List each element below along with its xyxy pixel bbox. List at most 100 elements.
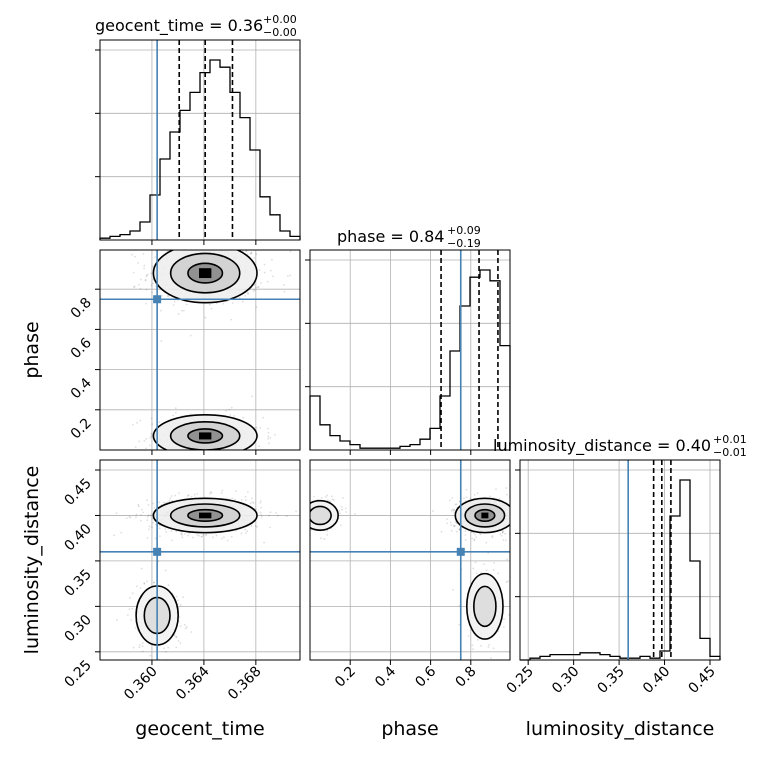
sample-point <box>142 511 144 514</box>
sample-point <box>501 531 504 533</box>
xtick-label-luminosity_distance-2: 0.35 <box>595 664 628 697</box>
sample-point <box>179 642 182 644</box>
sample-point <box>158 527 161 530</box>
sample-point <box>515 520 517 522</box>
hist-panel-luminosity_distance: 0.25 0.30 0.35 0.40 0.45 <box>504 459 721 697</box>
sample-point <box>132 271 135 274</box>
sample-point <box>289 274 292 277</box>
sample-point <box>173 300 176 303</box>
title-geocent-time: geocent_time = 0.36 <box>95 16 263 36</box>
sample-point <box>183 623 186 626</box>
sample-point <box>221 489 224 492</box>
sample-point <box>242 416 245 419</box>
sample-point <box>297 523 299 525</box>
sample-point <box>472 648 475 651</box>
contour-line <box>169 252 241 294</box>
sample-point <box>240 498 243 501</box>
sample-point <box>175 636 177 639</box>
sample-point <box>458 528 461 531</box>
sample-point <box>138 440 141 443</box>
sample-point <box>323 538 326 540</box>
sample-point <box>267 437 270 440</box>
sample-point <box>467 635 470 637</box>
sample-point <box>128 515 131 518</box>
ytick-label-luminosity_distance-1: 0.30 <box>61 612 94 645</box>
density-level <box>310 506 332 525</box>
sample-point <box>230 406 233 409</box>
sample-point <box>231 456 233 458</box>
sample-point <box>246 253 249 256</box>
sample-point <box>515 512 517 514</box>
sample-point <box>344 507 347 510</box>
sample-point <box>182 309 185 312</box>
sample-point <box>165 651 167 653</box>
sample-point <box>473 539 476 542</box>
sample-point <box>214 454 216 456</box>
ytick-label-phase-1: 0.4 <box>68 375 95 402</box>
sample-point <box>332 499 335 501</box>
sample-point <box>340 524 342 527</box>
sample-point <box>501 532 504 534</box>
sample-point <box>440 530 443 533</box>
sample-point <box>247 292 250 295</box>
sample-point <box>267 427 269 430</box>
sample-point <box>174 494 177 497</box>
sample-point <box>113 534 115 537</box>
sample-point <box>516 505 518 507</box>
xtick-label-luminosity_distance-3: 0.40 <box>640 664 673 697</box>
sample-point <box>340 505 343 508</box>
sample-point <box>165 501 168 504</box>
sample-point <box>432 510 434 512</box>
sample-point <box>454 521 457 524</box>
sample-point <box>511 518 513 520</box>
sample-point <box>134 627 137 629</box>
sample-point <box>307 531 309 533</box>
sample-point <box>137 505 140 508</box>
sample-point <box>263 263 266 266</box>
sample-point <box>146 519 149 522</box>
sample-point <box>224 453 226 455</box>
sample-point <box>172 304 175 306</box>
sample-point <box>326 530 329 532</box>
sample-point <box>283 290 286 293</box>
xlabel-luminosity-distance: luminosity_distance <box>526 718 715 740</box>
sample-point <box>164 528 167 531</box>
sample-point <box>523 504 525 506</box>
sample-point <box>225 409 228 412</box>
sample-point <box>208 303 211 306</box>
hist-panel-phase <box>305 249 511 455</box>
sample-point <box>266 280 269 283</box>
sample-point <box>218 453 220 455</box>
sample-point <box>453 525 456 528</box>
sample-point <box>167 646 170 649</box>
sample-point <box>185 463 187 465</box>
contour-line <box>187 508 224 522</box>
xlabel-phase: phase <box>381 718 438 740</box>
sample-point <box>130 619 133 622</box>
sample-point <box>275 512 277 514</box>
sample-point <box>246 237 248 239</box>
sample-point <box>144 278 147 281</box>
sample-point <box>529 509 531 511</box>
sample-point <box>242 248 244 250</box>
ylabel-luminosity-distance: luminosity_distance <box>21 466 43 655</box>
sample-point <box>210 451 212 453</box>
sample-point <box>269 526 272 529</box>
sample-point <box>325 496 327 498</box>
sample-point <box>146 273 149 276</box>
sample-point <box>320 497 323 499</box>
sample-point <box>132 286 135 289</box>
truth-marker <box>153 547 162 556</box>
sample-point <box>283 284 285 286</box>
sample-point <box>516 512 518 514</box>
sample-point <box>472 567 475 570</box>
sample-point <box>331 495 333 498</box>
sample-point <box>180 531 183 534</box>
sample-point <box>255 286 257 289</box>
sample-point <box>235 490 237 493</box>
sample-point <box>132 423 134 426</box>
sample-point <box>146 515 149 518</box>
sample-point <box>140 278 142 281</box>
sample-point <box>208 455 210 457</box>
sample-point <box>145 245 147 247</box>
